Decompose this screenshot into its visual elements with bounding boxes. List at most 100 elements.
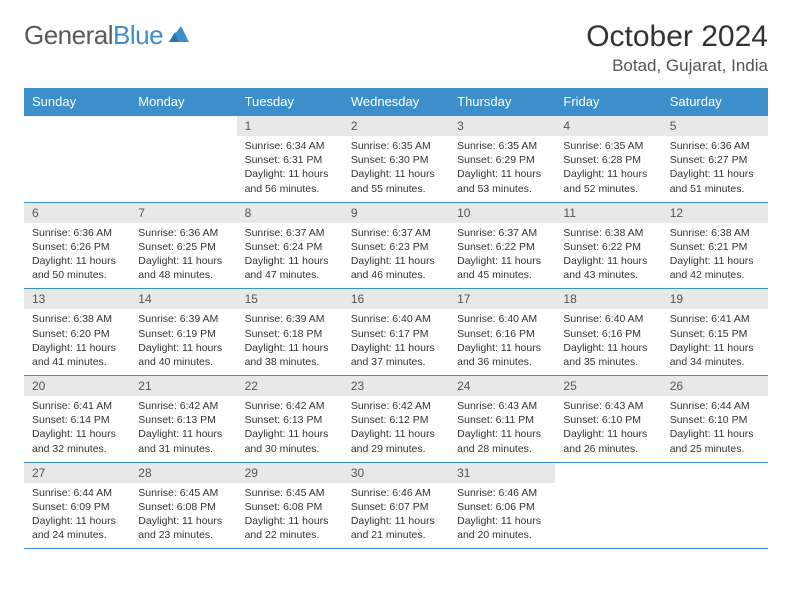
sunset-text: Sunset: 6:24 PM [245, 240, 335, 254]
calendar-row: 20Sunrise: 6:41 AMSunset: 6:14 PMDayligh… [24, 376, 768, 463]
calendar-cell: 22Sunrise: 6:42 AMSunset: 6:13 PMDayligh… [237, 376, 343, 463]
day-number: 7 [130, 203, 236, 223]
brand-part2: Blue [113, 20, 163, 51]
day-number: 16 [343, 289, 449, 309]
daylight-text: Daylight: 11 hours and 38 minutes. [245, 341, 335, 369]
day-details: Sunrise: 6:44 AMSunset: 6:09 PMDaylight:… [24, 483, 130, 549]
daylight-text: Daylight: 11 hours and 22 minutes. [245, 514, 335, 542]
sunrise-text: Sunrise: 6:35 AM [563, 139, 653, 153]
sunrise-text: Sunrise: 6:45 AM [245, 486, 335, 500]
day-details: Sunrise: 6:42 AMSunset: 6:12 PMDaylight:… [343, 396, 449, 462]
daylight-text: Daylight: 11 hours and 29 minutes. [351, 427, 441, 455]
calendar-cell: 3Sunrise: 6:35 AMSunset: 6:29 PMDaylight… [449, 116, 555, 203]
day-number: 2 [343, 116, 449, 136]
day-details: Sunrise: 6:41 AMSunset: 6:14 PMDaylight:… [24, 396, 130, 462]
day-number: 28 [130, 463, 236, 483]
daylight-text: Daylight: 11 hours and 56 minutes. [245, 167, 335, 195]
calendar-grid: Sunday Monday Tuesday Wednesday Thursday… [24, 88, 768, 549]
day-number: 12 [662, 203, 768, 223]
sunrise-text: Sunrise: 6:39 AM [245, 312, 335, 326]
calendar-row: 13Sunrise: 6:38 AMSunset: 6:20 PMDayligh… [24, 289, 768, 376]
brand-logo: GeneralBlue [24, 20, 191, 51]
day-number: 29 [237, 463, 343, 483]
sail-icon [167, 20, 191, 51]
day-details: Sunrise: 6:40 AMSunset: 6:16 PMDaylight:… [555, 309, 661, 375]
daylight-text: Daylight: 11 hours and 35 minutes. [563, 341, 653, 369]
daylight-text: Daylight: 11 hours and 45 minutes. [457, 254, 547, 282]
day-details: Sunrise: 6:45 AMSunset: 6:08 PMDaylight:… [130, 483, 236, 549]
page-header: GeneralBlue October 2024 Botad, Gujarat,… [24, 20, 768, 76]
sunset-text: Sunset: 6:20 PM [32, 327, 122, 341]
calendar-cell: 20Sunrise: 6:41 AMSunset: 6:14 PMDayligh… [24, 376, 130, 463]
daylight-text: Daylight: 11 hours and 28 minutes. [457, 427, 547, 455]
day-details: Sunrise: 6:41 AMSunset: 6:15 PMDaylight:… [662, 309, 768, 375]
daylight-text: Daylight: 11 hours and 37 minutes. [351, 341, 441, 369]
day-details: Sunrise: 6:46 AMSunset: 6:06 PMDaylight:… [449, 483, 555, 549]
day-details: Sunrise: 6:44 AMSunset: 6:10 PMDaylight:… [662, 396, 768, 462]
sunset-text: Sunset: 6:28 PM [563, 153, 653, 167]
day-details: Sunrise: 6:37 AMSunset: 6:23 PMDaylight:… [343, 223, 449, 289]
sunset-text: Sunset: 6:11 PM [457, 413, 547, 427]
calendar-cell: 10Sunrise: 6:37 AMSunset: 6:22 PMDayligh… [449, 202, 555, 289]
weekday-header: Tuesday [237, 88, 343, 116]
daylight-text: Daylight: 11 hours and 21 minutes. [351, 514, 441, 542]
calendar-cell: 11Sunrise: 6:38 AMSunset: 6:22 PMDayligh… [555, 202, 661, 289]
daylight-text: Daylight: 11 hours and 31 minutes. [138, 427, 228, 455]
sunrise-text: Sunrise: 6:41 AM [670, 312, 760, 326]
day-number: 20 [24, 376, 130, 396]
calendar-cell [130, 116, 236, 203]
day-number: 30 [343, 463, 449, 483]
day-details: Sunrise: 6:42 AMSunset: 6:13 PMDaylight:… [130, 396, 236, 462]
calendar-page: GeneralBlue October 2024 Botad, Gujarat,… [0, 0, 792, 569]
sunrise-text: Sunrise: 6:36 AM [670, 139, 760, 153]
calendar-row: 1Sunrise: 6:34 AMSunset: 6:31 PMDaylight… [24, 116, 768, 203]
daylight-text: Daylight: 11 hours and 41 minutes. [32, 341, 122, 369]
calendar-cell: 24Sunrise: 6:43 AMSunset: 6:11 PMDayligh… [449, 376, 555, 463]
sunrise-text: Sunrise: 6:42 AM [351, 399, 441, 413]
daylight-text: Daylight: 11 hours and 48 minutes. [138, 254, 228, 282]
sunset-text: Sunset: 6:07 PM [351, 500, 441, 514]
day-details: Sunrise: 6:43 AMSunset: 6:11 PMDaylight:… [449, 396, 555, 462]
sunset-text: Sunset: 6:10 PM [670, 413, 760, 427]
day-details: Sunrise: 6:35 AMSunset: 6:30 PMDaylight:… [343, 136, 449, 202]
sunset-text: Sunset: 6:22 PM [563, 240, 653, 254]
sunrise-text: Sunrise: 6:41 AM [32, 399, 122, 413]
calendar-cell: 12Sunrise: 6:38 AMSunset: 6:21 PMDayligh… [662, 202, 768, 289]
title-block: October 2024 Botad, Gujarat, India [586, 20, 768, 76]
daylight-text: Daylight: 11 hours and 34 minutes. [670, 341, 760, 369]
daylight-text: Daylight: 11 hours and 50 minutes. [32, 254, 122, 282]
day-details: Sunrise: 6:36 AMSunset: 6:25 PMDaylight:… [130, 223, 236, 289]
day-details: Sunrise: 6:37 AMSunset: 6:24 PMDaylight:… [237, 223, 343, 289]
day-details: Sunrise: 6:46 AMSunset: 6:07 PMDaylight:… [343, 483, 449, 549]
day-details: Sunrise: 6:38 AMSunset: 6:20 PMDaylight:… [24, 309, 130, 375]
daylight-text: Daylight: 11 hours and 52 minutes. [563, 167, 653, 195]
weekday-header: Wednesday [343, 88, 449, 116]
sunset-text: Sunset: 6:14 PM [32, 413, 122, 427]
calendar-cell: 27Sunrise: 6:44 AMSunset: 6:09 PMDayligh… [24, 462, 130, 549]
daylight-text: Daylight: 11 hours and 51 minutes. [670, 167, 760, 195]
day-details: Sunrise: 6:38 AMSunset: 6:21 PMDaylight:… [662, 223, 768, 289]
month-title: October 2024 [586, 20, 768, 54]
sunset-text: Sunset: 6:19 PM [138, 327, 228, 341]
day-number: 17 [449, 289, 555, 309]
sunrise-text: Sunrise: 6:46 AM [457, 486, 547, 500]
day-number: 11 [555, 203, 661, 223]
calendar-cell: 23Sunrise: 6:42 AMSunset: 6:12 PMDayligh… [343, 376, 449, 463]
sunset-text: Sunset: 6:31 PM [245, 153, 335, 167]
daylight-text: Daylight: 11 hours and 40 minutes. [138, 341, 228, 369]
calendar-cell: 21Sunrise: 6:42 AMSunset: 6:13 PMDayligh… [130, 376, 236, 463]
daylight-text: Daylight: 11 hours and 25 minutes. [670, 427, 760, 455]
calendar-cell: 7Sunrise: 6:36 AMSunset: 6:25 PMDaylight… [130, 202, 236, 289]
calendar-cell: 16Sunrise: 6:40 AMSunset: 6:17 PMDayligh… [343, 289, 449, 376]
sunset-text: Sunset: 6:15 PM [670, 327, 760, 341]
sunrise-text: Sunrise: 6:45 AM [138, 486, 228, 500]
sunrise-text: Sunrise: 6:39 AM [138, 312, 228, 326]
sunset-text: Sunset: 6:21 PM [670, 240, 760, 254]
sunset-text: Sunset: 6:30 PM [351, 153, 441, 167]
calendar-cell: 28Sunrise: 6:45 AMSunset: 6:08 PMDayligh… [130, 462, 236, 549]
calendar-cell [555, 462, 661, 549]
daylight-text: Daylight: 11 hours and 23 minutes. [138, 514, 228, 542]
calendar-cell: 17Sunrise: 6:40 AMSunset: 6:16 PMDayligh… [449, 289, 555, 376]
day-details: Sunrise: 6:36 AMSunset: 6:27 PMDaylight:… [662, 136, 768, 202]
day-number: 19 [662, 289, 768, 309]
